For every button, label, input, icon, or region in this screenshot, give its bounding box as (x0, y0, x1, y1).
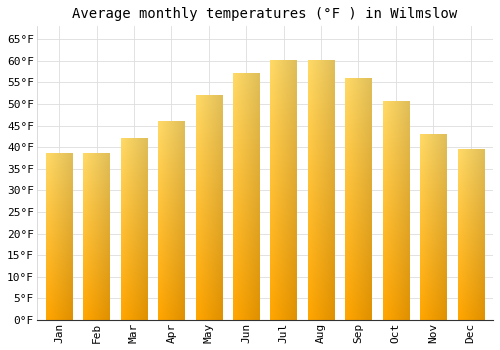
Bar (346, 78, 372, 320)
Bar (233, 74, 260, 320)
Title: Average monthly temperatures (°F ) in Wilmslow: Average monthly temperatures (°F ) in Wi… (72, 7, 458, 21)
Bar (420, 134, 446, 320)
Bar (270, 61, 296, 320)
Bar (196, 96, 222, 320)
Bar (158, 121, 184, 320)
Bar (308, 61, 334, 320)
Bar (382, 102, 409, 320)
Bar (121, 139, 147, 320)
Bar (458, 149, 483, 320)
Bar (46, 154, 72, 320)
Bar (84, 154, 110, 320)
